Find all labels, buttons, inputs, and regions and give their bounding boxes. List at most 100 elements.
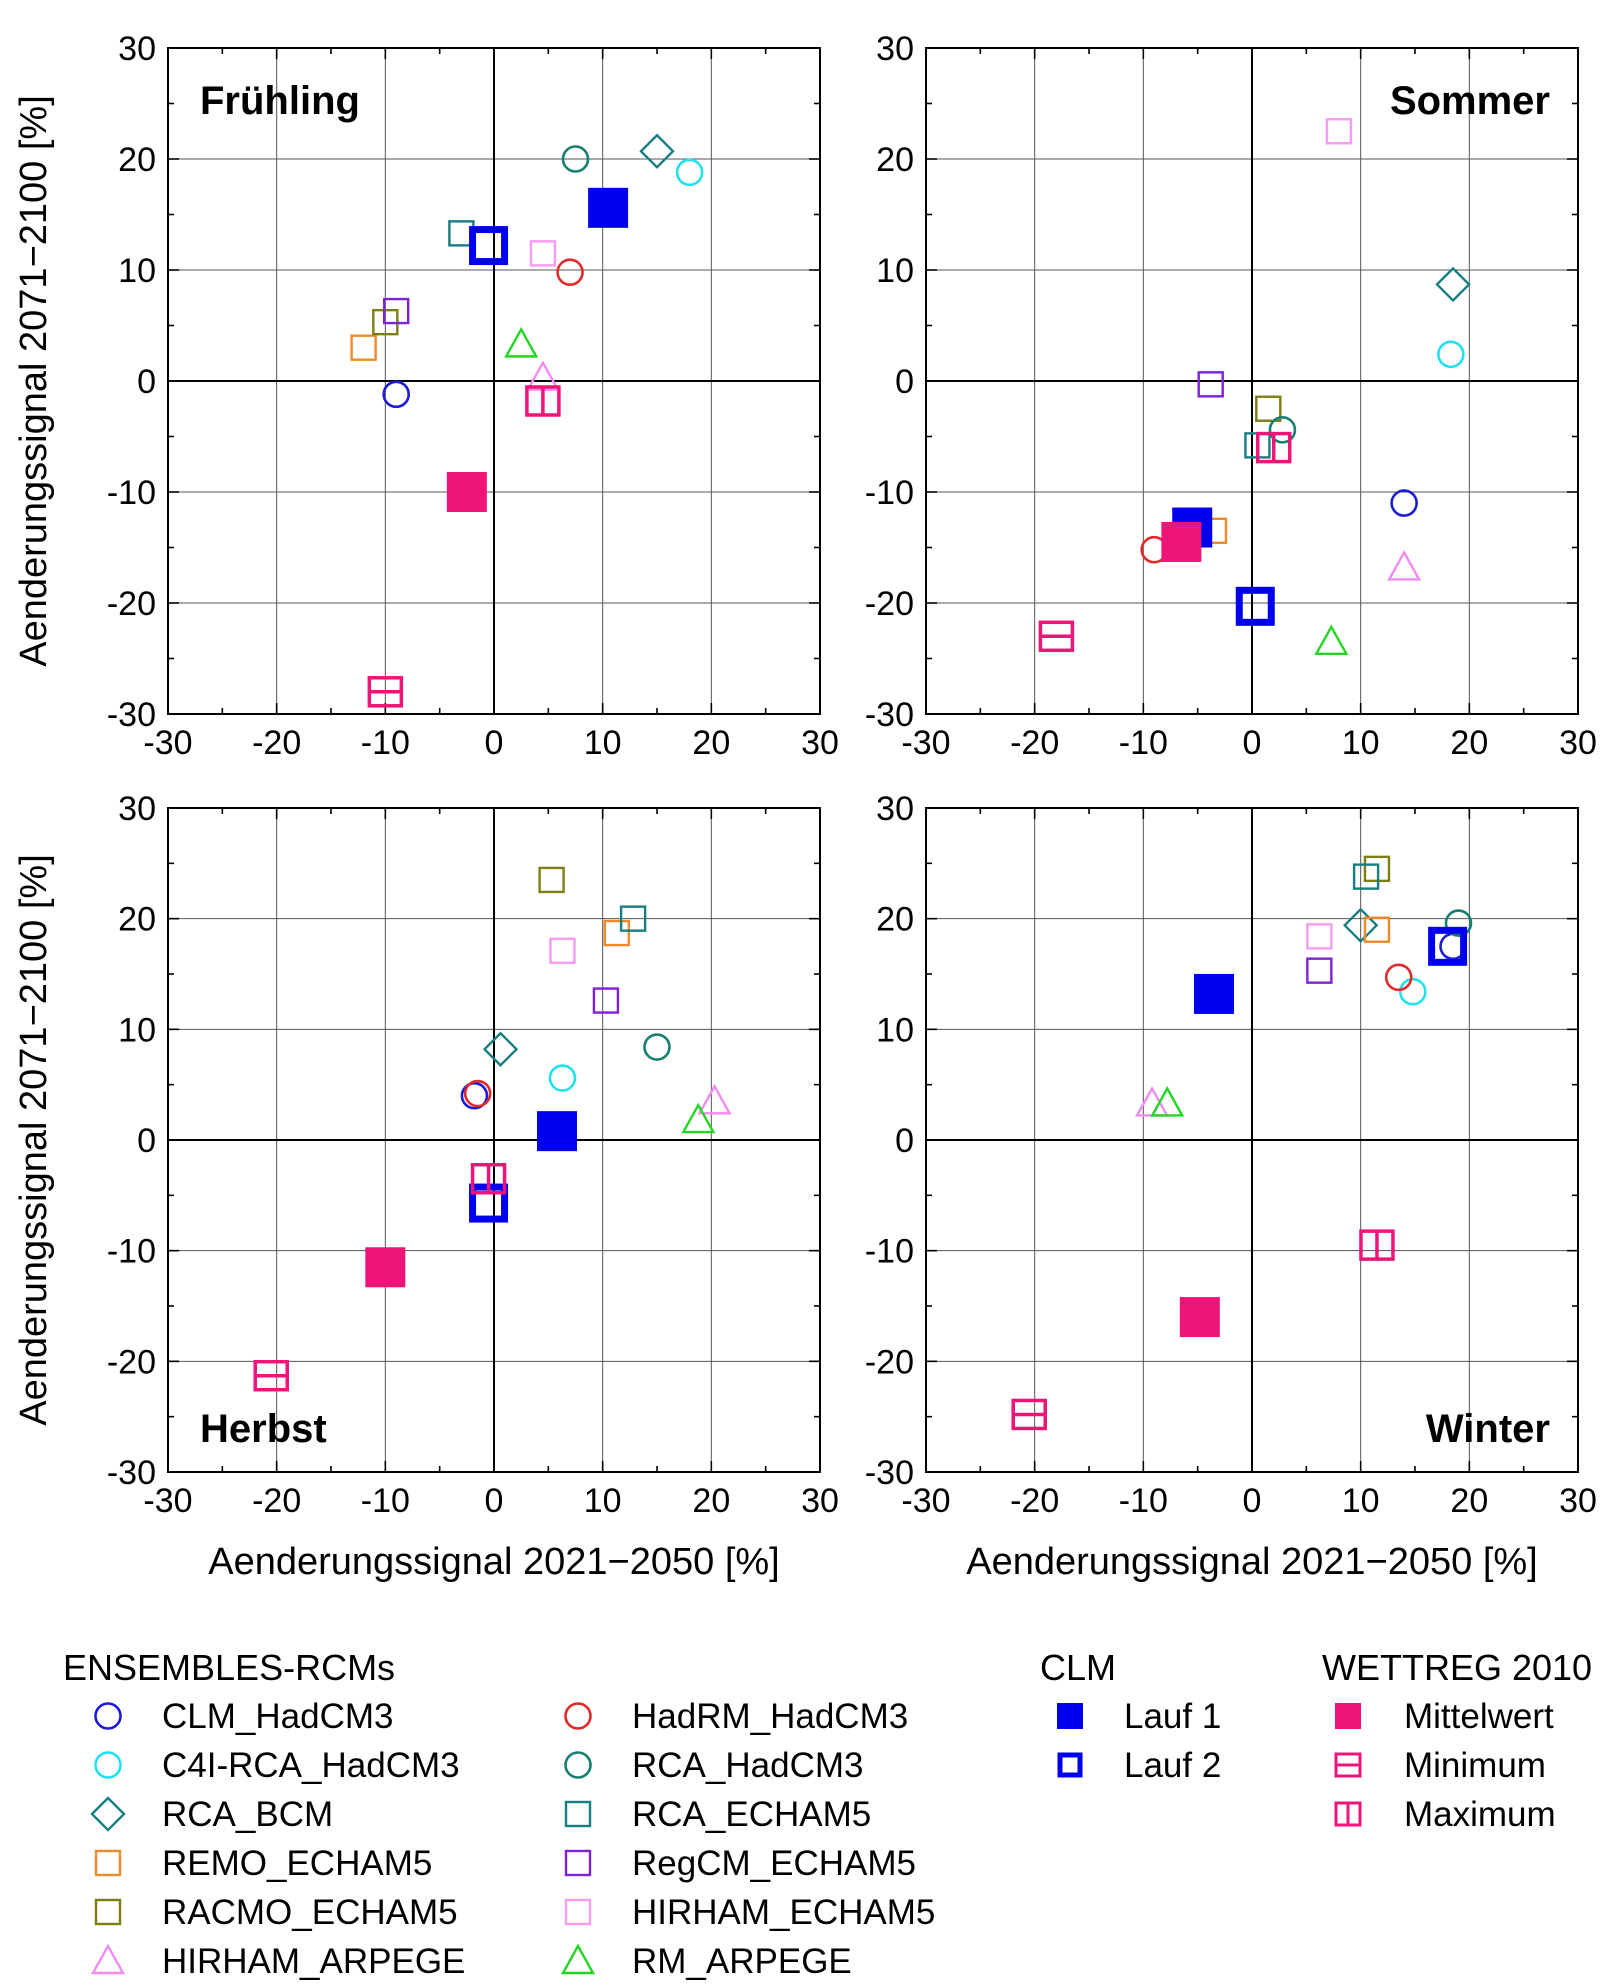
point-regcm-echam5 bbox=[1197, 371, 1224, 398]
legend-item-mittelwert: Mittelwert bbox=[1335, 1697, 1554, 1736]
point-hirham-arpege bbox=[697, 1083, 732, 1115]
y-tick-label: -10 bbox=[865, 474, 914, 512]
y-tick-label: -10 bbox=[865, 1233, 914, 1271]
x-tick-label: -30 bbox=[901, 1482, 950, 1520]
y-tick-label: -20 bbox=[865, 585, 914, 623]
x-tick-label: -10 bbox=[361, 1482, 410, 1520]
legend-item-lauf-2: Lauf 2 bbox=[1057, 1746, 1221, 1785]
legend-label: Maximum bbox=[1404, 1795, 1556, 1834]
legend-item-hirham-arpege: HIRHAM_ARPEGE bbox=[90, 1942, 465, 1981]
x-tick-label: 10 bbox=[1342, 724, 1380, 762]
point-lauf-1 bbox=[588, 187, 629, 228]
y-tick-label: -10 bbox=[107, 474, 156, 512]
point-c4i-rca-hadcm3 bbox=[1399, 977, 1427, 1006]
legend-label: RACMO_ECHAM5 bbox=[162, 1893, 458, 1932]
y-tick-label: 30 bbox=[118, 30, 156, 68]
legend-title-wettreg-2010: WETTREG 2010 bbox=[1322, 1647, 1592, 1688]
legend-label: Minimum bbox=[1404, 1746, 1546, 1785]
point-mittelwert bbox=[446, 472, 487, 512]
legend-label: RCA_BCM bbox=[162, 1795, 333, 1834]
legend-label: RM_ARPEGE bbox=[632, 1942, 852, 1981]
legend-marker bbox=[1057, 1752, 1083, 1778]
y-tick-label: 0 bbox=[895, 363, 914, 401]
point-lauf-1 bbox=[1193, 973, 1234, 1014]
x-tick-label: 0 bbox=[485, 1482, 504, 1520]
y-tick-label: -20 bbox=[865, 1343, 914, 1381]
point-rca-echam5 bbox=[619, 905, 647, 932]
legend-item-maximum: Maximum bbox=[1334, 1795, 1556, 1834]
x-tick-label: 20 bbox=[692, 724, 730, 762]
x-tick-label: 20 bbox=[692, 1482, 730, 1520]
x-tick-label: 10 bbox=[584, 724, 622, 762]
legend-marker bbox=[564, 1751, 592, 1779]
legend-label: RCA_HadCM3 bbox=[632, 1746, 863, 1785]
season-label: Winter bbox=[1426, 1407, 1550, 1451]
tick-marks bbox=[167, 47, 821, 715]
point-rca-hadcm3 bbox=[1444, 909, 1473, 937]
legend-item-c4i-rca-hadcm3: C4I-RCA_HadCM3 bbox=[94, 1746, 460, 1785]
legend-item-rca-echam5: RCA_ECHAM5 bbox=[564, 1795, 871, 1834]
tick-marks bbox=[925, 807, 1579, 1473]
legend-item-racmo-echam5: RACMO_ECHAM5 bbox=[94, 1893, 458, 1932]
point-rm-arpege bbox=[504, 326, 539, 358]
point-lauf-2 bbox=[1235, 586, 1275, 626]
legend-label: HadRM_HadCM3 bbox=[632, 1697, 908, 1736]
x-tick-label: -30 bbox=[901, 724, 950, 762]
y-tick-label: -20 bbox=[107, 1343, 156, 1381]
point-rca-hadcm3 bbox=[643, 1033, 671, 1061]
x-tick-label: 30 bbox=[1559, 724, 1597, 762]
x-tick-label: -20 bbox=[1010, 724, 1059, 762]
x-tick-label: 0 bbox=[1243, 724, 1262, 762]
legend-item-minimum: Minimum bbox=[1334, 1746, 1546, 1785]
point-regcm-echam5 bbox=[592, 987, 620, 1014]
tick-marks bbox=[167, 807, 821, 1473]
legend: ENSEMBLES-RCMs CLM_HadCM3 C4I-RCA_HadCM3 RC… bbox=[63, 1647, 1592, 1981]
legend-label: Lauf 2 bbox=[1124, 1746, 1221, 1785]
point-remo-echam5 bbox=[350, 334, 377, 361]
point-hadrm-hadcm3 bbox=[556, 258, 584, 287]
y-tick-label: 20 bbox=[118, 141, 156, 179]
data-points bbox=[253, 866, 732, 1392]
x-tick-label: 30 bbox=[801, 1482, 839, 1520]
legend-marker bbox=[560, 1943, 596, 1975]
panels-layer: -30 -20 -10 0 10 20 30 30 20 10 0 -10 -20 -30 Aenderun… bbox=[13, 30, 1597, 1583]
legend-item-hadrm-hadcm3: HadRM_HadCM3 bbox=[564, 1697, 908, 1736]
legend-item-regcm-echam5: RegCM_ECHAM5 bbox=[564, 1844, 916, 1883]
point-clm-hadcm3 bbox=[460, 1081, 489, 1110]
legend-marker bbox=[564, 1898, 592, 1926]
season-label: Herbst bbox=[200, 1407, 327, 1451]
y-tick-label: 20 bbox=[876, 141, 914, 179]
legend-marker bbox=[1057, 1703, 1083, 1729]
legend-marker bbox=[94, 1898, 122, 1926]
panel-herbst: -30 -20 -10 0 10 20 30 30 20 10 0 -10 -20 -30 Aenderun… bbox=[13, 790, 839, 1583]
point-clm-hadcm3 bbox=[382, 380, 411, 409]
season-label: Sommer bbox=[1390, 79, 1550, 123]
legend-marker bbox=[564, 1800, 592, 1828]
y-tick-label: -30 bbox=[107, 696, 156, 734]
x-tick-label: -20 bbox=[1010, 1482, 1059, 1520]
x-tick-label: 10 bbox=[584, 1482, 622, 1520]
y-tick-label: 10 bbox=[876, 1011, 914, 1049]
point-minimum bbox=[367, 676, 404, 708]
legend-item-rca-bcm: RCA_BCM bbox=[90, 1795, 333, 1834]
point-minimum bbox=[1011, 1398, 1047, 1431]
legend-label: HIRHAM_ECHAM5 bbox=[632, 1893, 935, 1932]
data-points bbox=[350, 133, 704, 708]
point-c4i-rca-hadcm3 bbox=[1437, 340, 1465, 369]
x-tick-label: 20 bbox=[1450, 724, 1488, 762]
x-tick-label: -10 bbox=[361, 724, 410, 762]
y-tick-label: 30 bbox=[118, 790, 156, 828]
point-racmo-echam5 bbox=[538, 866, 565, 894]
legend-marker bbox=[90, 1943, 126, 1975]
point-rca-bcm bbox=[482, 1031, 519, 1067]
point-lauf-2 bbox=[469, 226, 509, 266]
y-tick-label: 0 bbox=[895, 1122, 914, 1160]
legend-label: RegCM_ECHAM5 bbox=[632, 1844, 916, 1883]
point-lauf-1 bbox=[537, 1111, 578, 1152]
panel-sommer: -30 -20 -10 0 10 20 30 30 20 10 0 -10 -20 -30 Sommer bbox=[865, 30, 1597, 762]
y-tick-label: 20 bbox=[876, 901, 914, 939]
point-c4i-rca-hadcm3 bbox=[548, 1064, 577, 1092]
x-tick-label: -30 bbox=[143, 724, 192, 762]
point-remo-echam5 bbox=[1363, 916, 1391, 943]
